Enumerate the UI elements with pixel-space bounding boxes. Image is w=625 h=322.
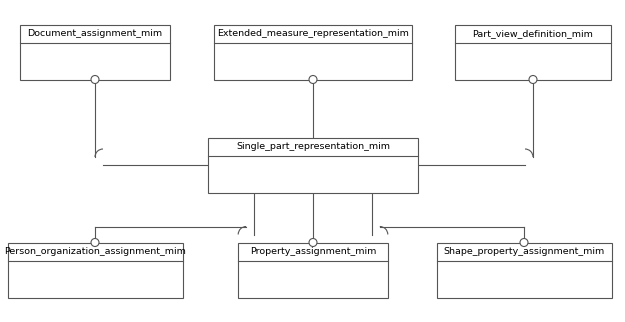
Bar (436, 242, 611, 298)
Circle shape (309, 239, 317, 247)
Bar (214, 24, 412, 80)
Circle shape (529, 75, 537, 83)
Bar (208, 137, 418, 193)
Text: Shape_property_assignment_mim: Shape_property_assignment_mim (443, 247, 604, 256)
Circle shape (520, 239, 528, 247)
Circle shape (309, 75, 317, 83)
Text: Extended_measure_representation_mim: Extended_measure_representation_mim (217, 29, 409, 38)
Text: Part_view_definition_mim: Part_view_definition_mim (472, 29, 594, 38)
Text: Single_part_representation_mim: Single_part_representation_mim (236, 142, 390, 151)
Text: Person_organization_assignment_mim: Person_organization_assignment_mim (4, 247, 186, 256)
Circle shape (91, 75, 99, 83)
Bar (8, 242, 182, 298)
Bar (238, 242, 388, 298)
Bar (20, 24, 170, 80)
Circle shape (91, 239, 99, 247)
Text: Property_assignment_mim: Property_assignment_mim (250, 247, 376, 256)
Text: Document_assignment_mim: Document_assignment_mim (28, 29, 163, 38)
Bar (455, 24, 611, 80)
